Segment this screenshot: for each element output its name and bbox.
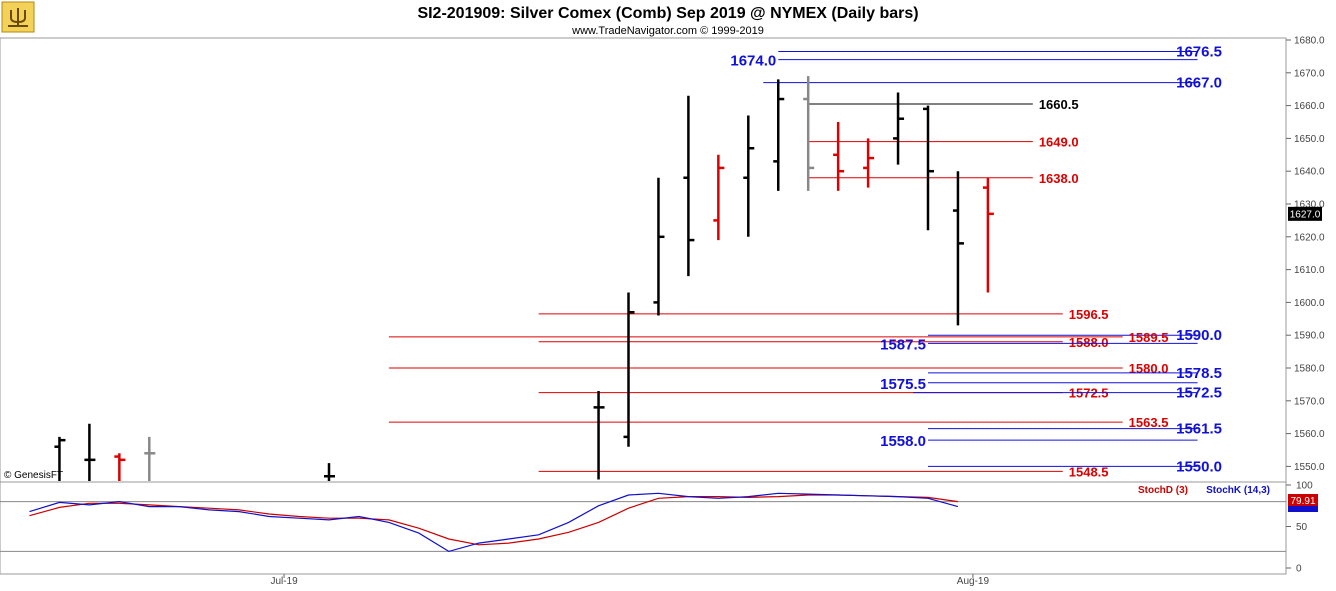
price-tick-label: 1550.0: [1294, 462, 1325, 473]
price-tick-label: 1630.0: [1294, 200, 1325, 211]
stochastic-lines: 100 50 0: [0, 481, 1313, 575]
ohlc-bar: [324, 463, 335, 481]
price-tick-label: 1650.0: [1294, 134, 1325, 145]
price-tick-label: 1640.0: [1294, 167, 1325, 178]
price-tick-label: 1670.0: [1294, 68, 1325, 79]
price-tick-label: 1570.0: [1294, 396, 1325, 407]
price-tick-label: 1660.0: [1294, 101, 1325, 112]
level-label: 1660.5: [1039, 97, 1079, 112]
price-pane: [0, 37, 1287, 483]
ohlc-bar: [114, 453, 126, 481]
ohlc-bar: [982, 177, 994, 293]
chart-title: SI2-201909: Silver Comex (Comb) Sep 2019…: [417, 5, 918, 22]
level-label: 1587.5: [880, 336, 926, 353]
level-label: 1638.0: [1039, 171, 1079, 186]
level-label: 1548.5: [1069, 464, 1109, 479]
stochastic-pane: [0, 481, 1287, 575]
level-label: 1674.0: [730, 53, 776, 70]
level-label: 1572.5: [1176, 385, 1222, 402]
ohlc-bar: [713, 154, 725, 241]
level-label: 1676.5: [1176, 43, 1222, 60]
ohlc-bar: [863, 138, 875, 188]
price-tick-label: 1680.0: [1294, 36, 1325, 47]
ohlc-bar: [773, 79, 785, 191]
last-price-badge: 1627.0: [1288, 206, 1322, 221]
ohlc-bar: [653, 177, 665, 316]
ohlc-bar: [923, 105, 934, 231]
price-tick-label: 1620.0: [1294, 232, 1325, 243]
chart-copyright: www.TradeNavigator.com © 1999-2019: [571, 25, 764, 37]
stochd-value: 79.91: [1290, 496, 1315, 507]
level-label: 1550.0: [1176, 458, 1222, 475]
level-label: 1563.5: [1129, 415, 1169, 430]
ohlc-bar: [803, 76, 815, 191]
ohlc-bar: [593, 390, 605, 480]
level-label: 1590.0: [1176, 327, 1222, 344]
stoch-tick-label: 50: [1296, 522, 1308, 533]
ohlc-bar: [683, 95, 695, 277]
price-axis: 1680.0 1670.0 1660.0 1650.0 1640.0 1630.0 1620…: [1285, 36, 1325, 482]
price-tick-label: 1560.0: [1294, 429, 1325, 440]
ohlc-bar: [144, 436, 156, 481]
stochd-legend: StochD (3): [1138, 485, 1188, 496]
ohlc-bar: [623, 292, 635, 447]
genesis-credit: © GenesisFT: [4, 470, 63, 481]
level-label: 1589.5: [1129, 330, 1169, 345]
level-label: 1588.0: [1069, 335, 1109, 350]
level-label: 1596.5: [1069, 307, 1109, 322]
date-axis: Jul-19 Aug-19: [270, 574, 989, 587]
stoch-value-badge: 79.91: [1288, 494, 1318, 512]
stochk-legend: StochK (14,3): [1206, 485, 1270, 496]
stoch-tick-label: 100: [1296, 481, 1313, 492]
stoch-tick-label: 0: [1296, 564, 1302, 575]
ohlc-bar: [743, 115, 755, 237]
date-label: Aug-19: [957, 576, 990, 587]
level-label: 1578.5: [1176, 365, 1222, 382]
ohlc-bar: [833, 122, 845, 191]
level-label: 1558.0: [880, 433, 926, 450]
last-price-label: 1627.0: [1290, 209, 1321, 220]
ohlc-bar: [54, 436, 66, 481]
date-label: Jul-19: [270, 576, 298, 587]
ohlc-bar: [952, 171, 964, 326]
ohlc-bar: [84, 423, 96, 481]
price-bars[interactable]: [54, 76, 994, 481]
level-label: 1575.5: [880, 376, 926, 393]
stochd-line: [29, 494, 958, 546]
level-label: 1561.5: [1176, 421, 1222, 438]
price-tick-label: 1610.0: [1294, 265, 1325, 276]
level-label: 1649.0: [1039, 135, 1079, 150]
app-logo: [1, 1, 35, 33]
pitchfork-logo-icon: [1, 1, 35, 33]
price-tick-label: 1600.0: [1294, 298, 1325, 309]
stochk-line: [29, 492, 959, 553]
level-lines: 1676.5 1674.0 1667.0 1660.5 1649.0 1638.0 1596…: [388, 43, 1222, 479]
level-label: 1667.0: [1176, 75, 1222, 92]
price-tick-label: 1580.0: [1294, 364, 1325, 375]
price-tick-label: 1590.0: [1294, 331, 1325, 342]
ohlc-bar: [893, 92, 905, 165]
level-label: 1580.0: [1129, 361, 1169, 376]
